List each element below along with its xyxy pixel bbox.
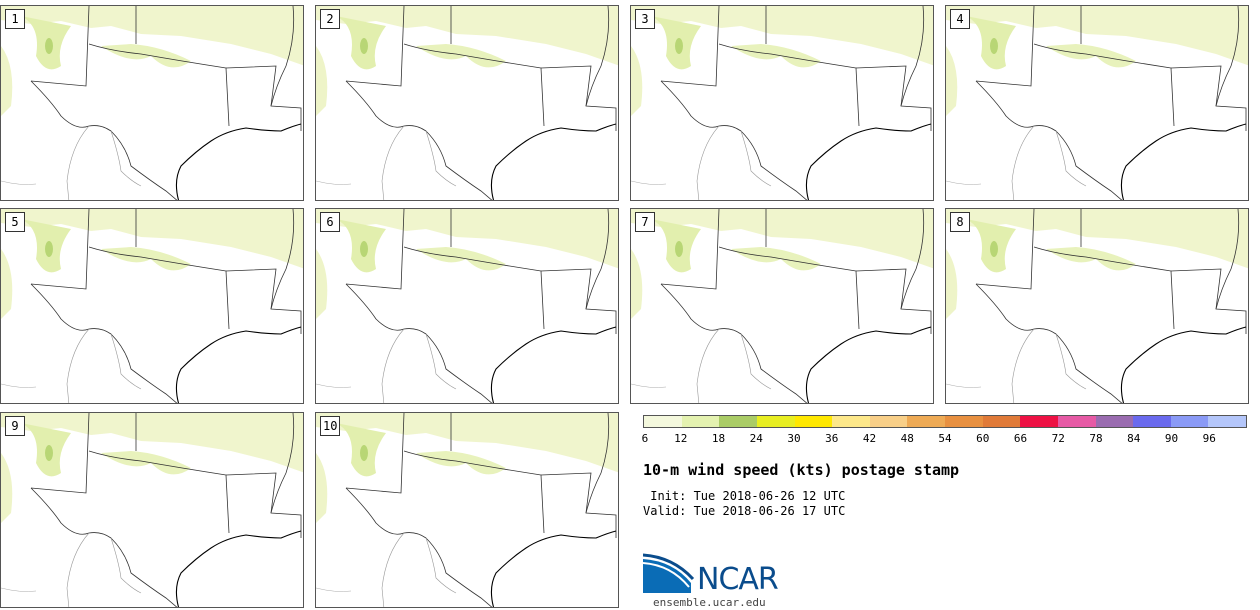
panel-label: 4 [950, 9, 970, 29]
colorbar-segment [869, 416, 908, 427]
map-panel-1: 1 [0, 5, 304, 201]
colorbar-tick-label: 54 [938, 432, 952, 445]
colorbar-tick-label: 96 [1202, 432, 1216, 445]
colorbar-segment [907, 416, 945, 427]
colorbar-tick-label: 60 [976, 432, 990, 445]
map-icon [1, 6, 303, 200]
map-icon [316, 6, 618, 200]
colorbar-tick-label: 24 [749, 432, 763, 445]
map-panel-7: 7 [630, 208, 934, 404]
colorbar-segment [945, 416, 983, 427]
colorbar-tick-label: 12 [674, 432, 688, 445]
colorbar-tick-label: 66 [1013, 432, 1028, 445]
ncar-logo-text: NCAR [697, 562, 779, 597]
colorbar-segment [681, 416, 720, 427]
colorbar-tick-label: 30 [787, 432, 801, 445]
panel-label: 6 [320, 212, 340, 232]
map-icon [631, 209, 933, 403]
panel-label: 8 [950, 212, 970, 232]
colorbar-segment [794, 416, 833, 427]
colorbar-tick-label: 42 [862, 432, 877, 445]
map-panel-10: 10 [315, 412, 619, 608]
valid-time: Valid: Tue 2018-06-26 17 UTC [643, 504, 846, 518]
colorbar-segment [982, 416, 1021, 427]
colorbar-tick-label: 72 [1051, 432, 1065, 445]
colorbar-tick-label: 6 [641, 432, 649, 445]
colorbar-segment [1057, 416, 1096, 427]
panel-label: 7 [635, 212, 655, 232]
map-icon [316, 209, 618, 403]
colorbar-tick-label: 18 [711, 432, 726, 445]
panel-label: 3 [635, 9, 655, 29]
colorbar-tick-label: 48 [900, 432, 914, 445]
colorbar-ticks: 6 12 18 24 30 36 42 48 54 60 66 72 78 84 90 96 [641, 432, 1247, 446]
ncar-logo-icon [643, 553, 695, 593]
colorbar-tick-label: 84 [1127, 432, 1141, 445]
map-panel-5: 5 [0, 208, 304, 404]
colorbar-segment [1133, 416, 1171, 427]
colorbar-tick-label: 78 [1089, 432, 1103, 445]
colorbar-segment [719, 416, 757, 427]
map-panel-6: 6 [315, 208, 619, 404]
panel-label: 10 [320, 416, 341, 436]
site-url: ensemble.ucar.edu [653, 596, 766, 609]
panel-label: 2 [320, 9, 340, 29]
colorbar-tick-label: 36 [825, 432, 839, 445]
plot-title: 10-m wind speed (kts) postage stamp [643, 461, 960, 479]
panel-label: 1 [5, 9, 25, 29]
map-icon [631, 6, 933, 200]
map-icon [1, 209, 303, 403]
colorbar-segment [1208, 416, 1246, 427]
panel-label: 5 [5, 212, 25, 232]
map-icon [1, 413, 303, 607]
colorbar-segment [1095, 416, 1134, 427]
map-panel-4: 4 [945, 5, 1249, 201]
colorbar [643, 415, 1247, 428]
colorbar-tick-label: 90 [1164, 432, 1179, 445]
map-panel-3: 3 [630, 5, 934, 201]
map-panel-8: 8 [945, 208, 1249, 404]
colorbar-segment [832, 416, 870, 427]
colorbar-segment [1170, 416, 1209, 427]
panel-label: 9 [5, 416, 25, 436]
colorbar-segment [1020, 416, 1058, 427]
map-icon [946, 6, 1248, 200]
init-time: Init: Tue 2018-06-26 12 UTC [643, 489, 846, 503]
colorbar-segment [756, 416, 795, 427]
map-icon [946, 209, 1248, 403]
colorbar-segment [644, 416, 682, 427]
map-panel-2: 2 [315, 5, 619, 201]
map-icon [316, 413, 618, 607]
map-panel-9: 9 [0, 412, 304, 608]
